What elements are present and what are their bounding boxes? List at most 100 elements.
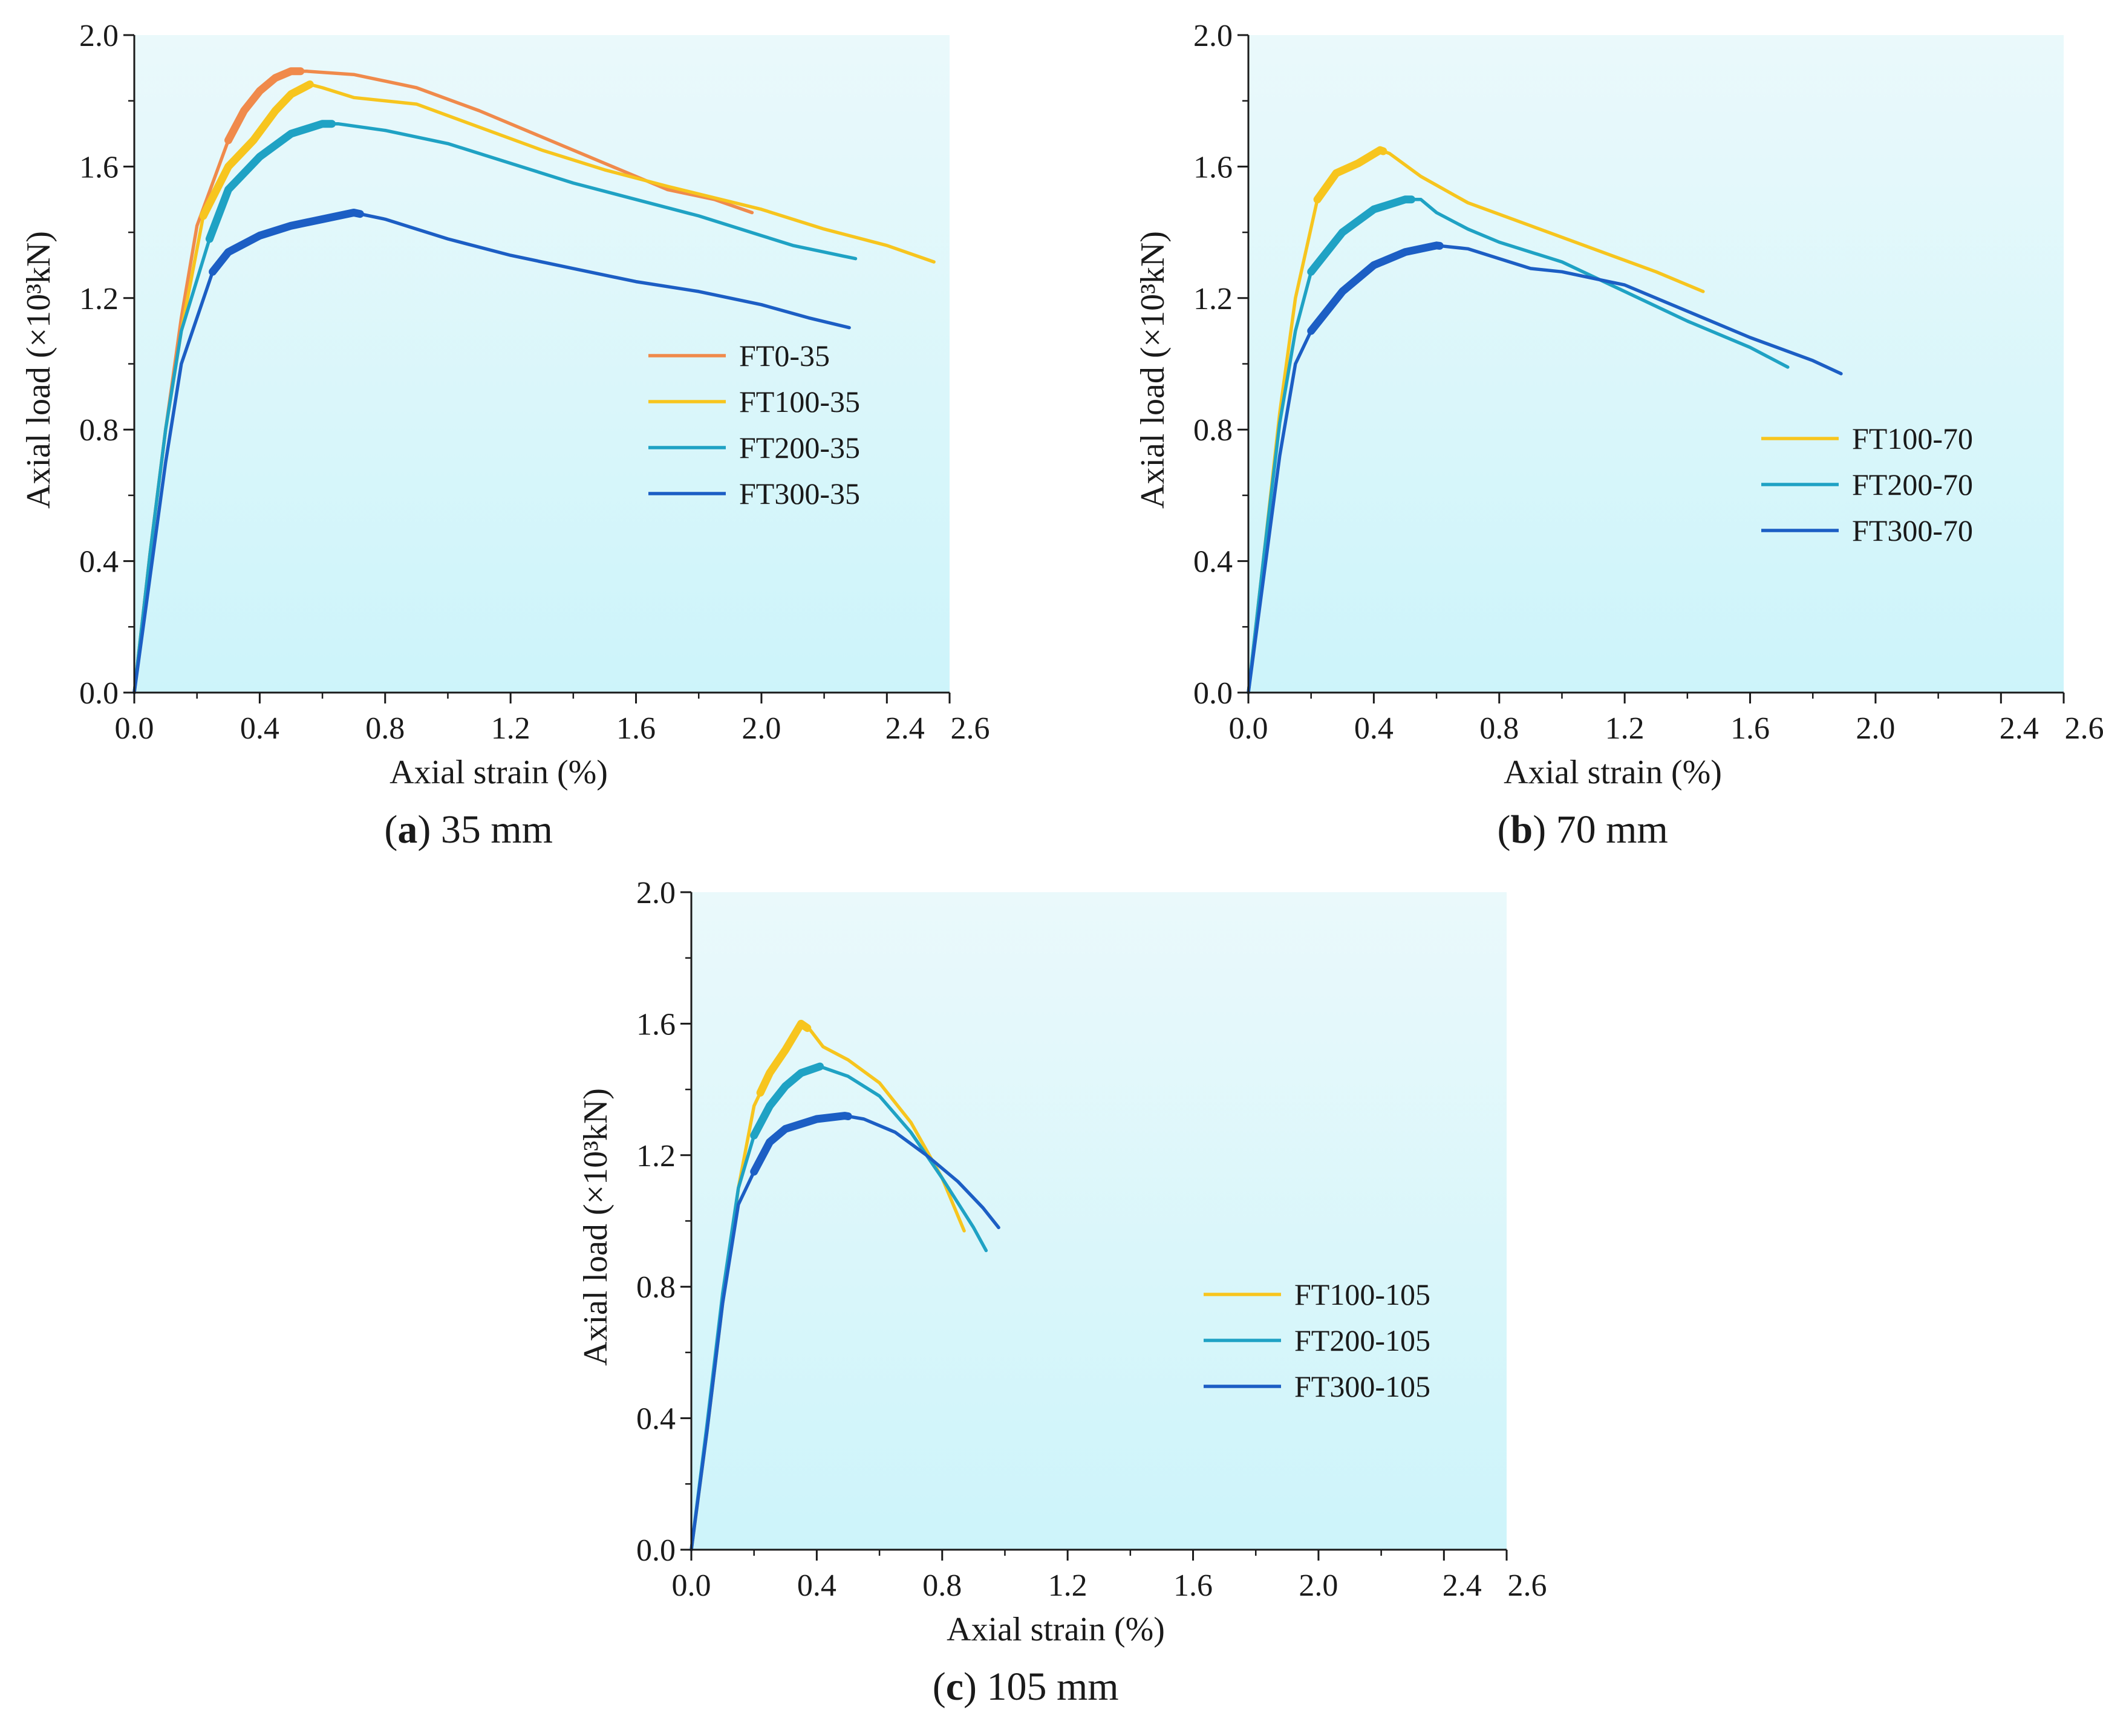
y-tick-label: 2.0: [1193, 19, 1233, 53]
series-thick-FT200-70: [1307, 195, 1416, 276]
series-thick-FT200-105: [750, 1062, 824, 1140]
caption-open: (: [1497, 808, 1510, 852]
series-line-FT300-70: [1247, 244, 1843, 694]
x-tick-label: 0.8: [1479, 711, 1519, 746]
y-axis-label: Axial load (×10³kN): [577, 1088, 615, 1366]
x-tick-label: 1.2: [1605, 711, 1645, 746]
series-thick-FT200-35: [205, 120, 336, 243]
y-tick-label: 0.0: [636, 1533, 676, 1568]
y-tick-label: 2.0: [636, 876, 676, 910]
y-tick-label: 1.2: [1193, 282, 1233, 316]
x-tick-label: 1.6: [616, 711, 656, 746]
panel-caption: (b) 70 mm: [1497, 808, 1668, 852]
x-axis-label: Axial strain (%): [1504, 754, 1722, 791]
x-tick-label: 0.4: [240, 711, 279, 746]
x-tick-label: 0.0: [672, 1568, 711, 1603]
x-tick-label: 2.0: [1856, 711, 1895, 746]
caption-open: (: [384, 808, 397, 852]
y-tick-label: 0.8: [79, 413, 119, 448]
legend-label-FT300-70: FT300-70: [1852, 514, 1973, 547]
caption-letter: c: [946, 1665, 963, 1709]
x-tick-label: 1.2: [491, 711, 530, 746]
series-line-FT200-35: [132, 122, 858, 694]
caption-letter: a: [397, 808, 417, 852]
series-thick-FT300-35: [209, 209, 364, 276]
panel-caption: (c) 105 mm: [933, 1665, 1119, 1709]
x-tick-label: 2.0: [1299, 1568, 1338, 1603]
x-tick-label: 0.8: [922, 1568, 962, 1603]
y-axis-label: Axial load (×10³kN): [20, 231, 57, 509]
y-tick-label: 1.6: [79, 150, 119, 184]
caption-letter: b: [1510, 808, 1533, 852]
legend-label-FT100-35: FT100-35: [739, 385, 860, 419]
series-thick-FT300-70: [1307, 241, 1444, 335]
legend-label-FT200-105: FT200-105: [1294, 1323, 1430, 1357]
x-tick-label: 0.4: [1354, 711, 1394, 746]
series-thick-FT100-35: [199, 80, 314, 220]
x-tick-label: 0.0: [1229, 711, 1268, 746]
x-tick-label: 2.4: [2000, 711, 2039, 746]
x-tick-label: 1.6: [1173, 1568, 1213, 1603]
caption-close: ): [417, 808, 431, 852]
x-tick-label: 0.8: [365, 711, 405, 746]
series-group: [1247, 146, 1843, 694]
y-tick-label: 1.6: [1193, 150, 1233, 184]
panel-caption: (a) 35 mm: [384, 808, 553, 852]
series-line-FT200-70: [1247, 198, 1790, 694]
y-tick-label: 0.8: [1193, 413, 1233, 448]
series-thick-FT100-70: [1313, 146, 1387, 204]
x-tick-label: 2.4: [885, 711, 925, 746]
x-tick-label: 0.0: [115, 711, 154, 746]
caption-close: ): [963, 1665, 977, 1709]
y-tick-label: 0.4: [636, 1402, 676, 1437]
caption-text: 105 mm: [977, 1665, 1119, 1709]
y-tick-label: 0.4: [79, 545, 119, 579]
caption-text: 35 mm: [431, 808, 553, 852]
panels: 0.0 0.4 0.8 1.2 1.6 2.0 0.0 0.4 0.8 1.2 1.6 2.0 2.4 2…: [20, 19, 2103, 1709]
series-group: [132, 67, 936, 694]
x-tick-label: 1.2: [1048, 1568, 1087, 1603]
legend: FT100-105 FT200-105 FT300-105: [1204, 1278, 1430, 1403]
legend-label-FT200-70: FT200-70: [1852, 468, 1973, 501]
plot-area: [691, 892, 1507, 1550]
series-group: [690, 1019, 1000, 1552]
y-tick-label: 0.0: [1193, 676, 1233, 711]
x-tick-label: 2.6: [1508, 1568, 1547, 1603]
caption-text: 70 mm: [1546, 808, 1668, 852]
y-tick-label: 1.2: [636, 1139, 676, 1173]
series-thick-FT300-105: [750, 1112, 852, 1176]
y-axis-label: Axial load (×10³kN): [1134, 231, 1172, 509]
chart-panel-c: 0.0 0.4 0.8 1.2 1.6 2.0 0.0 0.4 0.8 1.2 1.6 2.0 2.4 2…: [577, 876, 1547, 1709]
legend: FT0-35 FT100-35 FT200-35 FT300-35: [648, 339, 860, 511]
legend-label-FT300-35: FT300-35: [739, 477, 860, 511]
legend-label-FT100-105: FT100-105: [1294, 1278, 1430, 1311]
legend-label-FT300-105: FT300-105: [1294, 1369, 1430, 1403]
caption-close: ): [1533, 808, 1546, 852]
series-thick-FT100-105: [756, 1019, 812, 1097]
legend-label-FT0-35: FT0-35: [739, 339, 830, 373]
chart-panel-a: 0.0 0.4 0.8 1.2 1.6 2.0 0.0 0.4 0.8 1.2 1.6 2.0 2.4 2…: [20, 19, 990, 852]
y-tick-label: 0.8: [636, 1270, 676, 1305]
y-tick-label: 0.0: [79, 676, 119, 711]
x-axis-label: Axial strain (%): [947, 1611, 1165, 1648]
chart-panel-b: 0.0 0.4 0.8 1.2 1.6 2.0 0.0 0.4 0.8 1.2 1.6 2.0 2.4 2…: [1134, 19, 2103, 852]
x-tick-label: 2.4: [1443, 1568, 1482, 1603]
y-tick-label: 1.2: [79, 282, 119, 316]
caption-open: (: [933, 1665, 946, 1709]
legend: FT100-70 FT200-70 FT300-70: [1761, 422, 1973, 547]
x-tick-label: 1.6: [1730, 711, 1770, 746]
x-tick-label: 2.0: [742, 711, 781, 746]
series-line-FT100-35: [132, 82, 936, 694]
x-tick-label: 2.6: [2065, 711, 2103, 746]
x-tick-label: 0.4: [797, 1568, 836, 1603]
y-tick-label: 1.6: [636, 1007, 676, 1042]
x-tick-label: 2.6: [951, 711, 990, 746]
series-thick-FT0-35: [224, 67, 305, 145]
legend-label-FT200-35: FT200-35: [739, 431, 860, 465]
x-axis-label: Axial strain (%): [390, 754, 608, 791]
y-tick-label: 2.0: [79, 19, 119, 53]
plot-area: [1248, 35, 2064, 693]
legend-label-FT100-70: FT100-70: [1852, 422, 1973, 455]
y-tick-label: 0.4: [1193, 545, 1233, 579]
